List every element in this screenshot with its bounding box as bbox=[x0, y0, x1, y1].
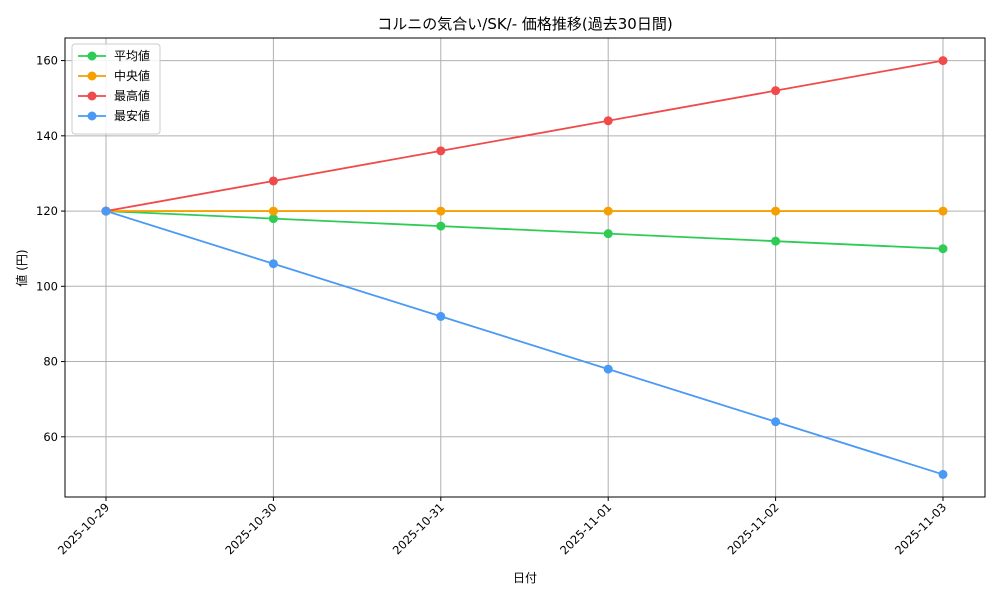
x-tick-label: 2025-11-02 bbox=[725, 500, 782, 557]
x-tick-label: 2025-10-31 bbox=[390, 500, 447, 557]
series-1 bbox=[101, 206, 948, 216]
series-3 bbox=[101, 206, 948, 479]
data-point bbox=[771, 86, 781, 96]
data-point bbox=[268, 259, 278, 269]
data-point bbox=[268, 214, 278, 224]
x-tick-label: 2025-11-03 bbox=[892, 500, 949, 557]
legend-label: 平均値 bbox=[114, 48, 150, 63]
y-axis-label: 値 (円) bbox=[14, 249, 29, 286]
legend-marker bbox=[87, 91, 97, 101]
ticks: 2025-10-29 2025-10-30 2025-10-31 2025-11-01… bbox=[36, 54, 949, 558]
data-point bbox=[603, 229, 613, 239]
legend-item: 中央値 bbox=[78, 68, 150, 83]
data-point bbox=[436, 206, 446, 216]
data-point bbox=[771, 417, 781, 427]
y-tick-label: 160 bbox=[36, 54, 58, 68]
x-axis-label: 日付 bbox=[513, 571, 537, 585]
x-tick-label: 2025-10-30 bbox=[222, 500, 279, 557]
data-point bbox=[938, 56, 948, 66]
data-point bbox=[771, 206, 781, 216]
legend-marker bbox=[87, 71, 97, 81]
data-point bbox=[603, 116, 613, 126]
data-point bbox=[436, 146, 446, 156]
data-point bbox=[938, 469, 948, 479]
legend-item: 平均値 bbox=[78, 48, 150, 63]
y-tick-label: 120 bbox=[36, 204, 58, 218]
y-tick-label: 140 bbox=[36, 129, 58, 143]
data-point bbox=[268, 206, 278, 216]
legend-marker bbox=[87, 51, 97, 61]
y-tick-label: 80 bbox=[43, 355, 58, 369]
series-line bbox=[105, 210, 944, 476]
y-tick-label: 100 bbox=[36, 279, 58, 293]
data-point bbox=[771, 236, 781, 246]
legend-label: 中央値 bbox=[114, 68, 150, 83]
series-group bbox=[101, 56, 948, 479]
y-tick-label: 60 bbox=[43, 430, 58, 444]
data-point bbox=[938, 206, 948, 216]
data-point bbox=[603, 206, 613, 216]
data-point bbox=[603, 364, 613, 374]
data-point bbox=[938, 244, 948, 254]
chart-title: コルニの気合い/SK/- 価格推移(過去30日間) bbox=[377, 15, 672, 33]
legend-item: 最高値 bbox=[78, 88, 150, 103]
x-tick-label: 2025-11-01 bbox=[557, 500, 614, 557]
data-point bbox=[436, 311, 446, 321]
legend-label: 最高値 bbox=[114, 88, 150, 103]
series-line bbox=[105, 210, 944, 250]
data-point bbox=[101, 206, 111, 216]
legend-box bbox=[71, 43, 161, 135]
series-line bbox=[105, 59, 944, 212]
legend-item: 最安値 bbox=[78, 108, 150, 123]
x-tick-label: 2025-10-29 bbox=[55, 500, 112, 557]
data-point bbox=[268, 176, 278, 186]
data-point bbox=[436, 221, 446, 231]
grid bbox=[65, 38, 985, 497]
legend-label: 最安値 bbox=[114, 108, 150, 123]
plot-frame bbox=[64, 37, 986, 498]
legend-marker bbox=[87, 111, 97, 121]
series-0 bbox=[101, 206, 948, 254]
